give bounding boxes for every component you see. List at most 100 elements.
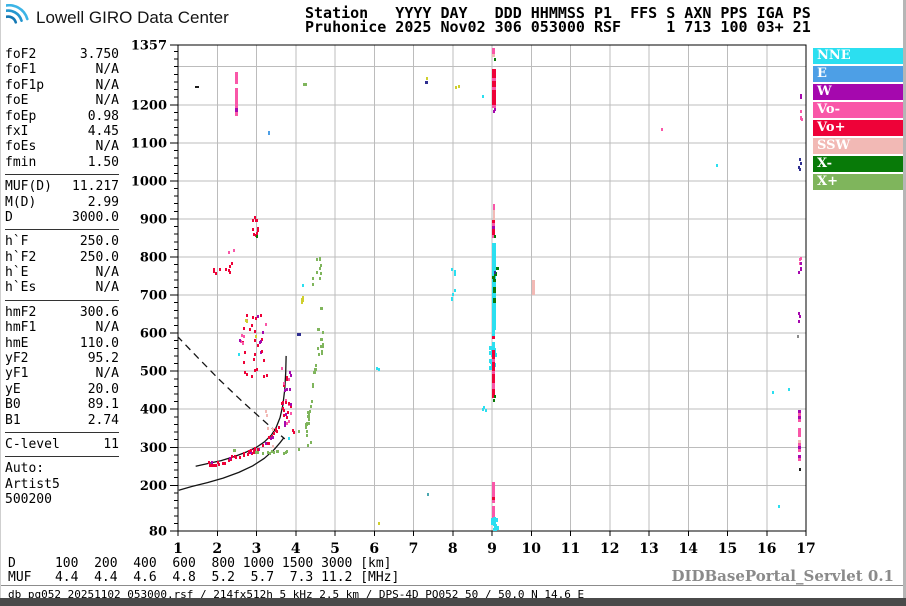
y-tick-label: 1357: [131, 39, 167, 54]
param-value: N/A: [95, 366, 119, 382]
scatter-cluster: [427, 493, 429, 496]
x-tick-label: 2: [212, 541, 222, 557]
scatter-cluster: [798, 257, 802, 274]
y-tick-label: 80: [149, 525, 167, 540]
x-tick-label: 10: [522, 541, 542, 557]
panel-separator: [5, 299, 119, 301]
param-label: C-level: [5, 436, 60, 452]
x-tick-label: 3: [252, 541, 262, 557]
x-tick-label: 1: [173, 541, 183, 557]
param-value: 95.2: [87, 351, 119, 367]
param-row-fmin: fmin 1.50: [5, 155, 119, 170]
scatter-cluster: [492, 243, 496, 330]
param-label: foF1p: [5, 77, 45, 93]
param-row-hf: h`F 250.0: [5, 234, 119, 249]
y-tick-label: 300: [140, 441, 167, 456]
x-tick-label: 14: [679, 541, 699, 557]
scatter-cluster: [302, 284, 304, 287]
param-label: D: [5, 209, 13, 225]
param-value: 250.0: [79, 249, 119, 265]
panel-separator: [5, 456, 119, 458]
scatter-cluster: [800, 94, 802, 99]
param-row-auto: Auto:: [5, 461, 119, 476]
curve-electron-density-profile: [178, 437, 285, 491]
param-label: foEp: [5, 108, 37, 124]
param-row-md: M(D) 2.99: [5, 195, 119, 210]
param-row-mufd: MUF(D) 11.217: [5, 179, 119, 194]
muf-values-row: MUF 4.4 4.4 4.6 4.8 5.2 5.7 7.3 11.2 [MH…: [8, 570, 400, 585]
param-row-ye: yE 20.0: [5, 382, 119, 397]
param-value: 250.0: [79, 234, 119, 250]
x-tick-label: 12: [600, 541, 619, 557]
scatter-cluster: [494, 271, 496, 274]
scatter-cluster: [245, 319, 257, 338]
param-value: 110.0: [79, 335, 119, 351]
scatter-cluster: [235, 72, 238, 116]
y-tick-label: 1100: [131, 136, 167, 151]
param-row-hme: hmE 110.0: [5, 336, 119, 351]
scatter-cluster: [316, 257, 322, 280]
scatter-cluster: [451, 268, 456, 276]
x-tick-label: 11: [561, 541, 580, 557]
scatter-cluster: [292, 429, 295, 434]
scatter-cluster: [492, 220, 495, 238]
scatter-cluster: [255, 441, 312, 455]
param-label: B0: [5, 397, 21, 413]
param-row-hes: h`Es N/A: [5, 280, 119, 295]
scatter-cluster: [219, 262, 233, 274]
param-label: foF2: [5, 47, 37, 62]
param-value: 11.217: [72, 179, 119, 195]
param-label: hmF1: [5, 320, 37, 336]
param-row-artist5: Artist5: [5, 477, 119, 492]
param-row-fxi: fxI 4.45: [5, 124, 119, 139]
scatter-cluster: [451, 289, 456, 301]
param-label: Artist5: [5, 476, 60, 492]
station-header-row: Station YYYY DAY DDD HHMMSS P1 FFS S AXN…: [305, 4, 811, 22]
muf-distance-row: D 100 200 400 600 800 1000 1500 3000 [km…: [8, 556, 392, 571]
giro-brand: Lowell GIRO Data Center: [2, 4, 229, 32]
window-bottom-edge: [0, 598, 906, 606]
scatter-cluster: [425, 81, 428, 84]
legend-item-nne: NNE: [813, 48, 903, 64]
scatter-cluster: [195, 86, 199, 88]
scatter-cluster: [317, 328, 324, 356]
param-value: 2.74: [87, 412, 119, 428]
legend-item-vo-: Vo-: [813, 102, 903, 118]
param-row-hmf1: hmF1 N/A: [5, 320, 119, 335]
scatter-cluster: [243, 353, 268, 378]
curve-fitted-echo-trace: [195, 355, 287, 467]
param-label: fxI: [5, 123, 29, 139]
param-value: 0.98: [87, 108, 119, 124]
param-value: 2.99: [87, 194, 119, 210]
param-value: N/A: [95, 62, 119, 78]
scatter-cluster: [320, 307, 323, 310]
param-row-yf1: yF1 N/A: [5, 366, 119, 381]
x-tick-label: 5: [330, 541, 340, 557]
x-tick-label: 13: [639, 541, 658, 557]
scatter-cluster: [281, 367, 292, 427]
param-value: 20.0: [87, 381, 119, 397]
param-label: yE: [5, 381, 21, 397]
x-tick-label: 15: [718, 541, 737, 557]
scatter-cluster: [493, 108, 496, 113]
param-row-hf2: h`F2 250.0: [5, 250, 119, 265]
scatter-cluster: [288, 437, 290, 440]
param-label: Auto:: [5, 461, 45, 477]
scatter-cluster: [494, 58, 496, 61]
param-value: N/A: [95, 93, 119, 109]
param-value: N/A: [95, 320, 119, 336]
scatter-cluster: [376, 367, 380, 371]
panel-separator: [5, 431, 119, 433]
legend-item-vo+: Vo+: [813, 120, 903, 136]
scatter-cluster: [208, 426, 280, 467]
y-tick-label: 400: [140, 403, 167, 418]
echo-direction-legend: NNE E W Vo- Vo+ SSW X- X+: [813, 48, 903, 192]
y-tick-label: 1000: [131, 174, 167, 189]
param-value: 300.6: [79, 304, 119, 320]
param-label: B1: [5, 412, 21, 428]
scatter-cluster: [492, 330, 495, 351]
param-label: yF2: [5, 351, 29, 367]
scatter-cluster: [378, 522, 380, 525]
param-row-b1: B1 2.74: [5, 413, 119, 428]
y-tick-label: 200: [140, 479, 167, 494]
